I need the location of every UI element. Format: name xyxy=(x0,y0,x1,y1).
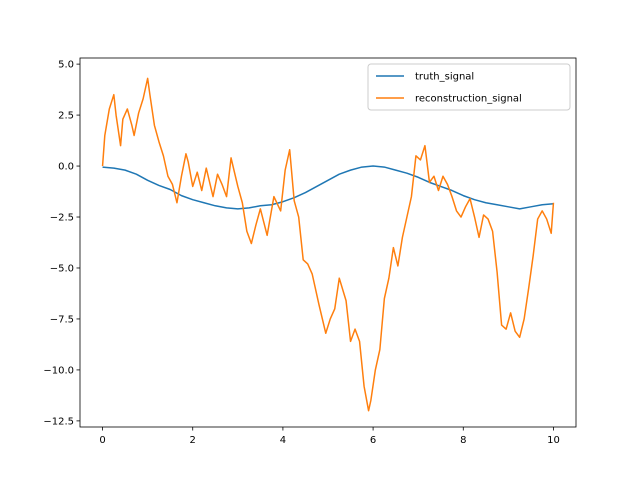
y-tick-label: −7.5 xyxy=(50,314,74,325)
x-tick-label: 6 xyxy=(370,435,376,446)
legend: truth_signal reconstruction_signal xyxy=(367,63,571,111)
x-tick-label: 0 xyxy=(99,435,105,446)
legend-label-reconstruction-signal: reconstruction_signal xyxy=(415,94,522,105)
y-tick-label: −10.0 xyxy=(43,365,74,376)
legend-label-truth-signal: truth_signal xyxy=(415,72,474,83)
y-tick-label: 0.0 xyxy=(58,162,74,173)
plot-lines xyxy=(101,77,555,412)
y-axis-ticks: 5.0 2.5 0.0 −2.5 −5.0 −7.5 −10.0 −12.5 xyxy=(43,60,80,427)
y-tick-label: 5.0 xyxy=(58,60,74,71)
x-tick-label: 2 xyxy=(190,435,196,446)
axes-frame xyxy=(79,57,577,428)
y-tick-label: 2.5 xyxy=(58,111,74,122)
y-tick-label: −12.5 xyxy=(43,416,74,427)
x-tick-label: 8 xyxy=(460,435,466,446)
x-tick-label: 10 xyxy=(547,435,560,446)
x-axis-ticks: 0 2 4 6 8 10 xyxy=(99,427,560,446)
series-line-truth-signal xyxy=(102,165,554,210)
series-line-reconstruction-signal xyxy=(101,77,555,412)
y-tick-label: −5.0 xyxy=(50,263,74,274)
y-tick-label: −2.5 xyxy=(50,213,74,224)
x-tick-label: 4 xyxy=(280,435,286,446)
axes-border xyxy=(79,57,577,428)
legend-box xyxy=(367,63,571,111)
